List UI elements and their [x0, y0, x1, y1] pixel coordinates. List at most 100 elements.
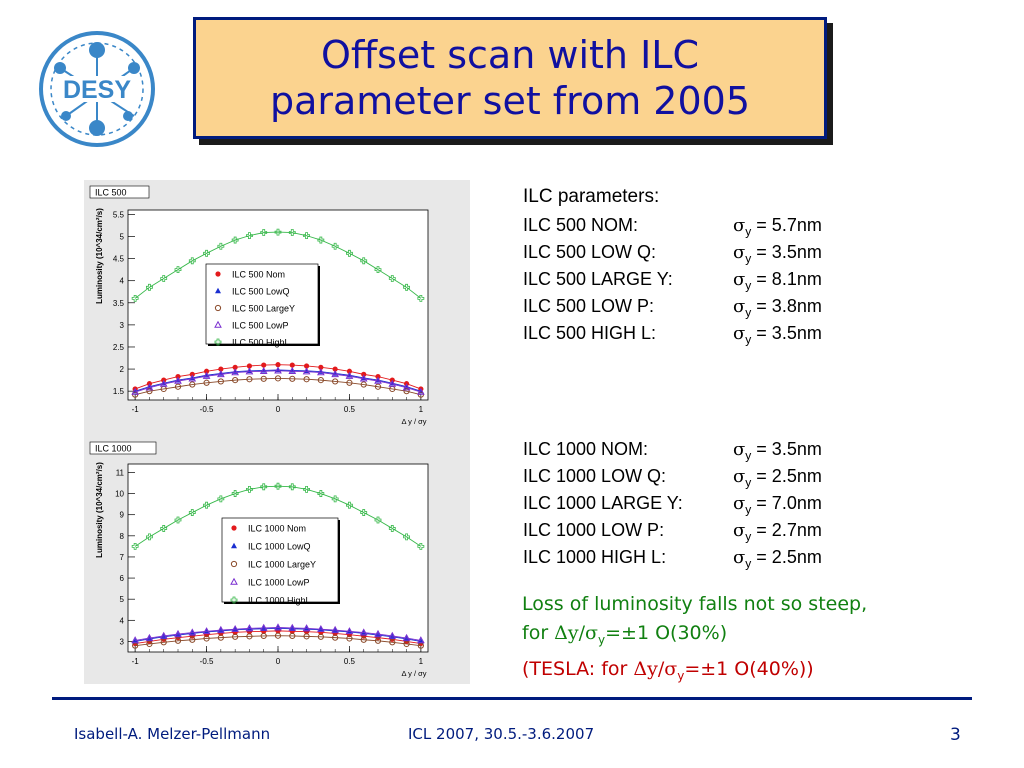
param-1000-value: σy = 2.7nm [733, 517, 822, 551]
param-500-value: σy = 3.5nm [733, 320, 822, 354]
legend-marker [214, 320, 222, 328]
y-tick-label: 2 [120, 365, 125, 374]
footer-author: Isabell-A. Melzer-Pellmann [74, 725, 271, 743]
legend-marker [214, 338, 222, 346]
data-point [274, 632, 282, 639]
data-point [360, 636, 367, 643]
data-point [274, 482, 282, 490]
y-tick-label: 8 [120, 532, 125, 541]
data-point [389, 639, 396, 646]
data-point [318, 364, 324, 370]
data-point [202, 627, 211, 634]
data-point [303, 232, 310, 240]
data-point [231, 236, 239, 244]
sigma-symbol: σ [733, 493, 746, 514]
param-500-value: σy = 3.8nm [733, 293, 822, 327]
data-point [417, 294, 425, 302]
data-point [217, 625, 225, 633]
data-point [388, 525, 396, 532]
data-point [417, 387, 425, 395]
data-point [331, 625, 339, 633]
x-tick-label: 1 [419, 405, 424, 414]
data-point [188, 509, 196, 516]
data-point [388, 379, 397, 387]
data-point [332, 366, 338, 372]
data-point [275, 362, 281, 368]
legend-entry: ILC 1000 Nom [248, 524, 306, 534]
y-tick-label: 2.5 [113, 343, 125, 352]
data-point [246, 363, 253, 369]
data-point [260, 483, 268, 491]
x-tick-label: 0 [276, 405, 281, 414]
y-tick-label: 3 [120, 321, 125, 330]
param-1000-value: σy = 3.5nm [733, 436, 822, 470]
param-500-label: ILC 500 LOW Q: [523, 242, 657, 262]
y-tick-label: 1.5 [113, 387, 125, 396]
param-1000-label: ILC 1000 LOW Q: [523, 466, 667, 486]
data-point [203, 635, 210, 642]
data-point [317, 624, 325, 632]
param-500-label: ILC 500 LARGE Y: [523, 269, 673, 289]
y-tick-label: 4.5 [113, 255, 125, 264]
data-point [289, 375, 296, 382]
data-point [375, 373, 381, 380]
data-point [360, 509, 368, 516]
legend-entry: ILC 1000 HighL [248, 596, 311, 606]
data-point [188, 628, 197, 636]
legend-marker [231, 542, 237, 549]
y-tick-label: 7 [120, 553, 125, 562]
data-point [374, 637, 382, 644]
legend-entry: ILC 1000 LargeY [248, 560, 316, 570]
chart-title: ILC 1000 [95, 444, 132, 454]
legend-marker [230, 596, 238, 604]
data-point [217, 495, 225, 503]
param-1000-value: σy = 7.0nm [733, 490, 822, 524]
x-tick-label: 0 [276, 657, 281, 666]
param-1000-row: ILC 1000 LARGE Y: σy = 7.0nm [523, 490, 822, 517]
chart-title: ILC 500 [95, 188, 127, 198]
param-1000-row: ILC 1000 LOW Q: σy = 2.5nm [523, 463, 822, 490]
data-point [175, 373, 181, 380]
data-point [360, 257, 368, 265]
legend-marker [215, 287, 221, 294]
data-point [231, 490, 239, 497]
data-point [232, 377, 239, 384]
params-500-block: ILC parameters: ILC 500 NOM: σy = 5.7nm IL… [523, 182, 822, 347]
sigma-subscript: y [745, 448, 752, 463]
data-point [374, 383, 382, 390]
param-500-value-text: = 3.5nm [751, 323, 822, 343]
data-point [289, 362, 295, 368]
data-point [131, 636, 139, 644]
sigma-subscript: y [745, 251, 752, 266]
data-point [332, 634, 339, 641]
param-1000-value-text: = 7.0nm [751, 493, 822, 513]
param-1000-row: ILC 1000 NOM: σy = 3.5nm [523, 436, 822, 463]
y-axis-label: Luminosity (10^34/cm²/s) [95, 462, 104, 558]
sigma-symbol: σ [733, 547, 746, 568]
data-point [403, 533, 410, 541]
data-point [246, 485, 253, 493]
data-point [403, 283, 410, 291]
data-point [360, 381, 367, 388]
data-point [259, 623, 268, 631]
note-line-3-sigma: σ [664, 657, 678, 680]
y-tick-label: 9 [120, 511, 125, 520]
param-1000-row: ILC 1000 HIGH L: σy = 2.5nm [523, 544, 822, 571]
legend-entry: ILC 1000 LowQ [248, 542, 311, 552]
data-point [302, 624, 311, 632]
sigma-symbol: σ [733, 323, 746, 344]
data-point [374, 376, 382, 384]
series-line [135, 635, 421, 647]
param-500-value-text: = 5.7nm [751, 215, 822, 235]
sigma-symbol: σ [733, 520, 746, 541]
footer-event: ICL 2007, 30.5.-3.6.2007 [408, 725, 595, 743]
y-tick-label: 3 [120, 637, 125, 646]
sigma-symbol: σ [733, 242, 746, 263]
data-point [217, 634, 224, 641]
data-point [346, 501, 353, 509]
param-500-row: ILC 500 NOM: σy = 5.7nm [523, 212, 822, 239]
x-tick-label: 1 [419, 657, 424, 666]
data-point [374, 516, 382, 524]
note-line-3-sub: y [677, 668, 685, 683]
param-500-value: σy = 3.5nm [733, 239, 822, 273]
